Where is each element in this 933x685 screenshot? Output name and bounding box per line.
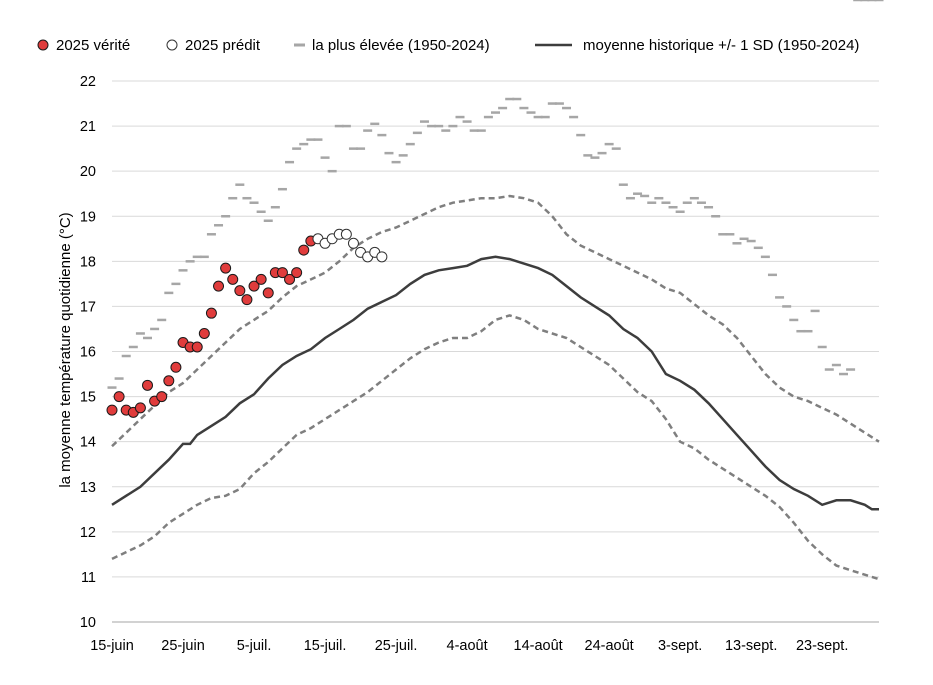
y-tick-label: 19 — [80, 209, 96, 225]
lower-sd-line — [111, 314, 880, 581]
truth-series — [106, 235, 317, 418]
truth-point — [134, 402, 146, 414]
truth-point — [227, 273, 239, 285]
x-tick-label: 15-juin — [90, 638, 134, 654]
truth-point — [241, 294, 253, 306]
legend-pred-marker — [166, 39, 178, 51]
legend-pred-label: 2025 prédit — [185, 37, 261, 54]
x-tick-label: 4-août — [447, 638, 488, 654]
x-tick-label: 15-juil. — [304, 638, 347, 654]
y-axis-label: la moyenne température quotidienne (°C) — [57, 212, 74, 487]
truth-point — [262, 287, 274, 299]
pred-point — [347, 237, 359, 249]
y-tick-label: 13 — [80, 480, 96, 496]
y-tick-label: 12 — [80, 525, 96, 541]
truth-point — [205, 307, 217, 319]
truth-point — [198, 327, 210, 339]
x-tick-label: 25-juil. — [375, 638, 418, 654]
y-tick-labels: 10 11 12 13 14 15 16 17 18 19 20 21 22 — [80, 74, 96, 631]
truth-point — [191, 341, 203, 353]
mean-line — [111, 255, 879, 511]
legend-mean-label: moyenne historique +/- 1 SD (1950-2024) — [583, 37, 859, 54]
pred-point — [376, 251, 388, 263]
truth-point — [291, 267, 303, 279]
truth-point — [298, 244, 310, 256]
y-tick-label: 14 — [80, 435, 96, 451]
truth-point — [284, 273, 296, 285]
truth-point — [213, 280, 225, 292]
series — [111, 194, 880, 581]
legend-highest-label: la plus élevée (1950-2024) — [312, 37, 490, 54]
truth-point — [255, 273, 267, 285]
truth-point — [113, 391, 125, 403]
truth-point — [220, 262, 232, 274]
upper-sd-line — [111, 194, 880, 448]
y-tick-label: 20 — [80, 164, 96, 180]
y-tick-label: 18 — [80, 254, 96, 270]
y-tick-label: 17 — [80, 299, 96, 315]
y-tick-label: 15 — [80, 390, 96, 406]
truth-point — [234, 285, 246, 297]
truth-point — [276, 267, 288, 279]
legend-truth-label: 2025 vérité — [56, 37, 130, 54]
truth-point — [142, 379, 154, 391]
truth-point — [156, 391, 168, 403]
x-tick-label: 5-juil. — [237, 638, 272, 654]
pred-point — [340, 228, 352, 240]
x-tick-label: 13-sept. — [725, 638, 777, 654]
y-tick-label: 21 — [80, 119, 96, 135]
x-tick-label: 23-sept. — [796, 638, 848, 654]
truth-point — [248, 280, 260, 292]
truth-point — [170, 361, 182, 373]
legend: 2025 vérité 2025 prédit la plus élevée (… — [37, 37, 859, 54]
highest-series — [107, 0, 884, 389]
y-tick-label: 22 — [80, 74, 96, 90]
gridlines — [112, 80, 879, 578]
truth-point — [106, 404, 118, 416]
x-tick-label: 25-juin — [161, 638, 205, 654]
y-tick-label: 11 — [81, 570, 96, 586]
x-tick-label: 3-sept. — [658, 638, 702, 654]
x-tick-labels: 15-juin 25-juin 5-juil. 15-juil. 25-juil. 4-a… — [90, 638, 848, 654]
y-tick-label: 16 — [80, 345, 96, 361]
truth-point — [163, 375, 175, 387]
y-tick-label: 10 — [80, 615, 96, 631]
x-tick-label: 24-août — [585, 638, 634, 654]
legend-truth-marker — [37, 39, 49, 51]
pred-series — [312, 228, 388, 263]
x-tick-label: 14-août — [514, 638, 563, 654]
